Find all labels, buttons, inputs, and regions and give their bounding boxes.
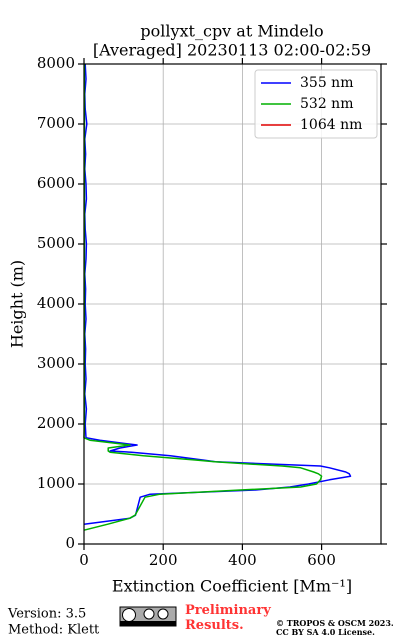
x-axis-label: Extinction Coefficient [Mm⁻¹] <box>112 577 352 596</box>
series-line <box>83 63 352 525</box>
method: Method: Klett <box>8 623 100 638</box>
x-tick-label: 0 <box>79 551 89 569</box>
chart-subtitle: [Averaged] 20230113 02:00-02:59 <box>93 41 371 60</box>
plot-frame <box>83 63 382 545</box>
y-tick-label: 6000 <box>37 174 75 192</box>
x-tick-label: 600 <box>307 551 336 569</box>
x-tick-label: 200 <box>149 551 178 569</box>
y-tick-label: 1000 <box>37 474 75 492</box>
y-tick-label: 8000 <box>37 54 75 72</box>
copyright: © TROPOS & OSCM 2023. <box>276 618 394 628</box>
chart-title: pollyxt_cpv at Mindelo <box>140 22 323 41</box>
preliminary: Preliminary Results. <box>185 603 271 633</box>
legend: 355 nm 532 nm 1064 nm <box>254 69 378 139</box>
legend-box <box>254 69 378 139</box>
legend-label: 1064 nm <box>300 117 362 133</box>
x-tick-label: 400 <box>228 551 257 569</box>
cc-badge <box>119 606 177 627</box>
y-tick-label: 2000 <box>37 414 75 432</box>
legend-label: 355 nm <box>300 75 353 91</box>
y-tick-label: 7000 <box>37 114 75 132</box>
license: CC BY SA 4.0 License. <box>276 627 375 637</box>
y-tick-label: 3000 <box>37 354 75 372</box>
y-tick-label: 5000 <box>37 234 75 252</box>
y-tick-label: 0 <box>65 534 75 552</box>
version: Version: 3.5 <box>7 607 86 622</box>
y-tick-label: 4000 <box>37 294 75 312</box>
legend-label: 532 nm <box>300 96 353 112</box>
y-axis-label: Height (m) <box>8 260 27 348</box>
